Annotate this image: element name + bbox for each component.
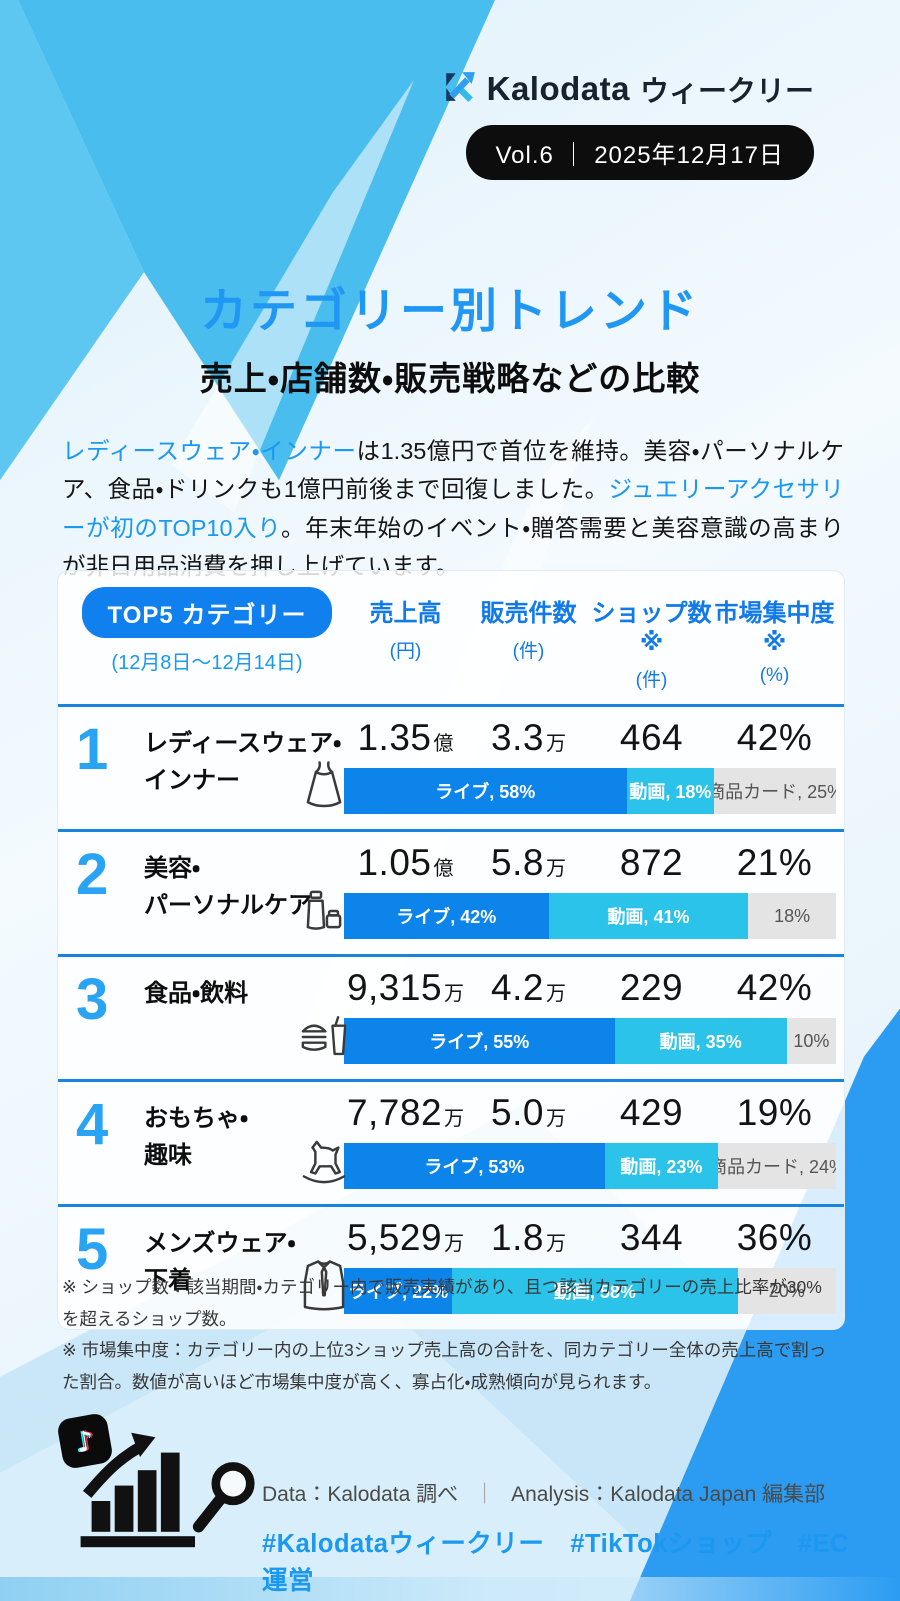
intro-text: レディースウェア・インナーは1.35億円で首位を維持。美容・パーソナルケア、食品… [62,432,844,585]
rocking-horse-icon [286,1137,362,1192]
footnote-concentration: ※ 市場集中度：カテゴリー内の上位3ショップ売上高の合計を、同カテゴリー全体の売… [62,1340,827,1392]
page-title: カテゴリー別トレンド [200,284,700,337]
orders-value: 4.2 万 [491,967,566,1008]
credit-analysis: Analysis：Kalodata Japan 編集部 [511,1483,826,1506]
masthead: Kalodata ウィークリー Vol.6 ｜ 2025年12月17日 [443,68,814,180]
ranking-table: TOP5 カテゴリー (12月8日～12月14日) 売上高 (円) 販売件数 (… [57,570,845,1330]
brand-suffix: ウィークリー [639,76,814,108]
sales-value: 1.35 億 [357,717,454,758]
sales-value: 7,782 万 [346,1092,465,1133]
sales-value: 1.05 億 [357,842,454,883]
bar-segment-live: ライブ, 53% [344,1143,605,1189]
bar-segment-live: ライブ, 58% [344,768,627,814]
bar-segment-live: ライブ, 22% [344,1268,453,1314]
column-header-orders: 販売件数 (件) [480,600,577,662]
shops-value: 464 [619,717,684,758]
bar-chart-icon [80,1432,195,1548]
hashtags: #Kalodataウィークリー #TikTokショップ #EC運営 [262,1530,849,1595]
kalodata-logo-icon [443,71,477,108]
page-subtitle: 売上・店舗数・販売戦略などの比較 [199,360,701,397]
orders-value: 1.8 万 [491,1217,566,1258]
sales-value: 5,529 万 [346,1217,465,1258]
bar-segment-video: 動画, 41% [548,893,749,939]
dress-icon [286,760,362,817]
concentration-value: 42% [736,967,813,1008]
concentration-value: 36% [736,1217,813,1258]
bar-segment-card: 商品カード, 24% [717,1143,836,1189]
concentration-value: 42% [736,717,813,758]
table-row: 3 食品・飲料 9,315 万 4.2 万 229 42% ライブ, 55% 動画,… [58,954,844,1079]
food-icon [286,1012,362,1067]
shops-value: 872 [619,842,684,883]
table-row: 4 おもちゃ・ 趣味 7,782 万 5.0 万 429 19% ライブ, 53% 動… [58,1079,844,1204]
bar-segment-card: 商品カード, 25% [714,768,836,814]
credit-data: Data：Kalodata 調べ [262,1483,459,1506]
bar-segment-live: ライブ, 55% [344,1018,615,1064]
intro-highlight-2: ジュエリーアクセサリーが初のTOP10入り [62,476,844,541]
rank-number: 3 [76,967,109,1032]
intro-body-1: は1.35億円で首位を維持。美容・パーソナルケア、食品・ドリンクも1億円前後まで… [62,438,845,503]
bar-segment-live: ライブ, 42% [344,893,549,939]
bar-segment-card: 20% [737,1268,836,1314]
orders-value: 3.3 万 [491,717,566,758]
bar-segment-card: 10% [786,1018,836,1064]
rank-number: 1 [76,717,109,782]
top5-badge: TOP5 カテゴリー [81,587,333,638]
rank-number: 2 [76,842,109,907]
orders-value: 5.0 万 [491,1092,566,1133]
category-name: おもちゃ・ 趣味 [144,1105,249,1170]
credit-separator: ｜ [474,1483,496,1506]
issue-badge: Vol.6 ｜ 2025年12月17日 [465,125,814,180]
credits: Data：Kalodata 調べ ｜ Analysis：Kalodata Japan… [262,1478,860,1597]
bar-segment-video: 動画, 58% [452,1268,738,1314]
footer-illustration: ♪ [52,1400,272,1570]
bar-segment-video: 動画, 18% [626,768,715,814]
category-name: 美容・ パーソナルケア [144,855,312,920]
channel-share-bar: ライブ, 22% 動画, 58% 20% [344,1268,836,1314]
channel-share-bar: ライブ, 58% 動画, 18% 商品カード, 25% [344,768,836,814]
bar-segment-card: 18% [748,893,836,939]
table-header: TOP5 カテゴリー (12月8日～12月14日) 売上高 (円) 販売件数 (… [58,571,844,704]
cosmetics-icon [286,885,362,942]
shops-value: 229 [619,967,684,1008]
magnifier-icon [192,1462,255,1533]
bar-segment-video: 動画, 35% [614,1018,787,1064]
rank-number: 4 [76,1092,109,1157]
footnotes: ※ ショップ数：該当期間・カテゴリー内で販売実績があり、且つ該当カテゴリーの売上… [62,1272,834,1398]
channel-share-bar: ライブ, 53% 動画, 23% 商品カード, 24% [344,1143,836,1189]
intro-highlight-1: レディースウェア・インナー [62,438,357,464]
concentration-value: 21% [736,842,813,883]
category-name: レディースウェア・ インナー [144,730,342,795]
rank-number: 5 [76,1217,109,1282]
brand-name: Kalodata [486,70,630,107]
footnote-shops: ※ ショップ数：該当期間・カテゴリー内で販売実績があり、且つ該当カテゴリーの売上… [62,1277,822,1329]
column-header-sales: 売上高 (円) [369,600,442,662]
concentration-value: 19% [736,1092,813,1133]
channel-share-bar: ライブ, 42% 動画, 41% 18% [344,893,836,939]
column-header-shops: ショップ数※ (件) [591,600,712,691]
shops-value: 429 [619,1092,684,1133]
bar-segment-video: 動画, 23% [604,1143,718,1189]
table-row: 5 メンズウェア・ 下着 5,529 万 1.8 万 344 36% ライブ, 22%… [58,1204,844,1329]
table-row: 1 レディースウェア・ インナー 1.35 億 3.3 万 464 42% ライブ, … [58,704,844,829]
sales-value: 9,315 万 [346,967,465,1008]
table-row: 2 美容・ パーソナルケア 1.05 億 5.8 万 872 21% ライブ, 42%… [58,829,844,954]
orders-value: 5.8 万 [491,842,566,883]
credit-line: Data：Kalodata 調べ ｜ Analysis：Kalodata Japan… [262,1478,860,1508]
period-label: (12月8日～12月14日) [111,652,303,674]
shirt-icon [286,1258,362,1317]
category-name: 食品・飲料 [144,980,249,1007]
column-header-concentration: 市場集中度※ (%) [714,600,835,686]
channel-share-bar: ライブ, 55% 動画, 35% 10% [344,1018,836,1064]
shops-value: 344 [619,1217,684,1258]
category-name: メンズウェア・ 下着 [144,1230,296,1295]
